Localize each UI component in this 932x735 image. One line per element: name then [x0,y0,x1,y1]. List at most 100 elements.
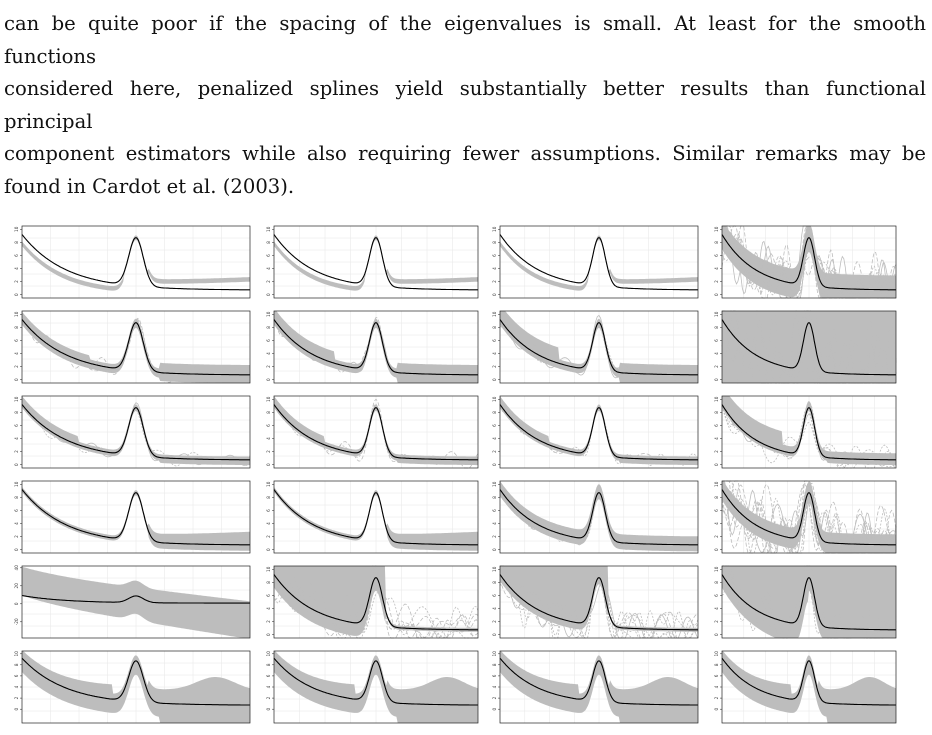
y-tick-label: 10 [14,481,19,487]
y-tick-label: 8 [266,663,271,666]
plot-svg: 0 2 4 6 8 10 [266,480,479,554]
y-tick-label: 10 [714,311,719,317]
y-tick-label: 10 [14,311,19,317]
plot-panel-r2-c1: 0 2 4 6 8 10 [10,310,252,386]
plot-svg: 0 2 4 6 8 10 [14,395,251,469]
true-function-line [721,234,896,291]
estimate-curve [500,565,699,639]
y-tick-label: 2 [714,696,719,699]
estimate-band [22,396,250,466]
y-tick-label: 4 [492,685,497,688]
plot-svg: 0 2 4 6 8 10 [14,310,251,384]
true-function-line [273,404,478,461]
y-tick-label: 8 [14,496,19,499]
true-function-line [499,657,698,706]
estimate-curve [499,489,699,549]
true-function-line [499,489,698,546]
y-tick-label: 2 [14,696,19,699]
y-tick-label: 8 [492,496,497,499]
estimate-curve [500,565,699,639]
estimate-curve [499,325,699,382]
y-tick-label: 4 [14,522,19,525]
plot-svg: 0 2 4 6 8 10 [714,310,897,384]
true-function-line [273,574,478,631]
y-tick-label: 8 [714,326,719,329]
y-tick-label: 10 [492,311,497,317]
y-tick-label: 8 [14,326,19,329]
y-tick-label: 2 [266,696,271,699]
y-tick-label: 8 [14,411,19,414]
plot-svg: 0 2 4 6 8 10 [714,395,897,469]
plot-panel-r2-c4: 0 2 4 6 8 10 [710,310,898,386]
y-tick-label: 0 [266,708,271,711]
y-tick-label: 6 [14,254,19,257]
estimate-band [500,481,698,552]
estimate-curve [499,405,699,464]
estimate-curve [21,402,251,467]
plot-svg: 0 2 4 6 8 10 [492,310,699,384]
y-tick-label: 8 [266,411,271,414]
paragraph-line-3: component estimators while also requirin… [4,142,926,165]
estimate-curve [499,405,699,466]
y-tick-label: 8 [714,581,719,584]
y-tick-label: 10 [266,481,271,487]
estimate-curve [21,404,251,467]
y-tick-label: 6 [714,339,719,342]
paragraph-line-4: found in Cardot et al. (2003). [4,174,295,198]
estimate-curve [273,571,478,639]
true-function-line [721,657,896,706]
plot-panel-r5-c1: -20 0 20 40 [10,565,252,641]
y-tick-label: 8 [266,241,271,244]
estimate-curve [499,488,699,551]
estimate-curve [721,405,897,469]
plot-frame [273,395,479,469]
y-tick-label: 10 [714,651,719,657]
paragraph-line-2: considered here, penalized splines yield… [4,77,926,133]
y-tick-label: 10 [266,396,271,402]
plot-panel-r2-c3: 0 2 4 6 8 10 [488,310,700,386]
estimate-band [22,651,250,723]
estimate-curve [722,565,897,637]
plot-frame [21,225,251,299]
y-tick-label: 2 [714,535,719,538]
plot-panel-r4-c2: 0 2 4 6 8 10 [262,480,480,556]
plot-svg: -20 0 20 40 [14,565,251,639]
plot-panel-r3-c3: 0 2 4 6 8 10 [488,395,700,471]
y-tick-label: 6 [266,339,271,342]
y-tick-label: 40 [14,565,19,571]
true-function-line [273,234,478,291]
plot-frame [721,480,897,554]
plot-frame [273,310,479,384]
estimate-band [22,566,250,638]
y-tick-label: 2 [14,535,19,538]
estimate-curve [499,317,699,380]
y-tick-label: 4 [14,352,19,355]
plot-panel-r3-c2: 0 2 4 6 8 10 [262,395,480,471]
estimate-curve [721,233,896,299]
true-function-line [21,404,250,461]
plot-svg: 0 2 4 6 8 10 [492,480,699,554]
plot-panel-r4-c3: 0 2 4 6 8 10 [488,480,700,556]
y-tick-label: 6 [714,254,719,257]
plot-panel-r6-c1: 0 2 4 6 8 10 [10,650,252,726]
y-tick-label: 10 [266,226,271,232]
plot-panel-r4-c4: 0 2 4 6 8 10 [710,480,898,556]
plot-svg: 0 2 4 6 8 10 [492,565,699,639]
plot-frame [499,395,699,469]
paragraph-line-1: can be quite poor if the spacing of the … [4,12,926,68]
plot-panel-r6-c2: 0 2 4 6 8 10 [262,650,480,726]
plot-svg: 0 2 4 6 8 10 [492,225,699,299]
estimate-band [22,486,250,551]
estimate-curve [273,582,478,639]
plot-panel-r4-c1: 0 2 4 6 8 10 [10,480,252,556]
y-tick-label: 2 [714,450,719,453]
estimate-curve [721,487,897,554]
y-tick-label: 0 [492,293,497,296]
plot-frame [721,310,897,384]
y-tick-label: 10 [714,481,719,487]
y-tick-label: 4 [492,267,497,270]
plot-svg: 0 2 4 6 8 10 [14,225,251,299]
true-function-line [499,404,698,461]
plot-svg: 0 2 4 6 8 10 [714,225,897,299]
estimate-curve [722,310,897,384]
